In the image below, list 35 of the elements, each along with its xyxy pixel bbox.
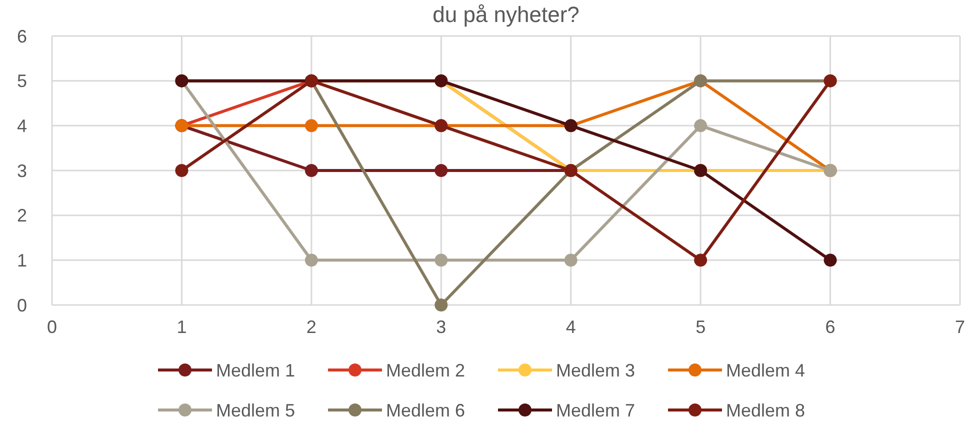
y-tick-label: 1	[16, 250, 28, 270]
y-tick-label: 3	[16, 160, 28, 181]
x-tick-label: 5	[696, 317, 706, 337]
legend-label: Medlem 8	[726, 400, 806, 420]
point	[694, 254, 708, 267]
y-tick-label: 0	[16, 295, 28, 316]
x-tick-label: 0	[46, 317, 58, 337]
legend-label: Medlem 6	[386, 400, 466, 420]
x-tick-label: 3	[436, 317, 446, 337]
point	[694, 119, 708, 132]
legend-label: Medlem 3	[556, 360, 636, 380]
legend-label: Medlem 4	[726, 360, 806, 380]
point	[564, 254, 578, 267]
point	[304, 119, 318, 132]
point	[434, 164, 448, 177]
point	[434, 298, 448, 312]
point	[434, 254, 448, 267]
legend-label: Medlem 7	[556, 400, 636, 420]
y-tick-label: 6	[16, 26, 28, 46]
legend-label: Medlem 5	[216, 400, 296, 420]
y-tick-label: 4	[16, 116, 28, 136]
y-tick-label: 2	[16, 206, 28, 226]
legend-label: Medlem 1	[216, 360, 296, 380]
legend-label: Medlem 2	[386, 360, 466, 380]
x-tick-label: 1	[176, 317, 187, 337]
point	[304, 254, 318, 267]
x-tick-label: 7	[954, 317, 966, 337]
x-tick-label: 6	[825, 317, 836, 337]
point	[824, 254, 837, 267]
x-tick-label: 4	[566, 317, 576, 337]
point	[175, 164, 188, 177]
point	[304, 164, 318, 177]
x-tick-label: 2	[306, 317, 316, 337]
chart-title: du på nyheter?	[432, 2, 580, 27]
y-tick-label: 5	[16, 71, 28, 92]
